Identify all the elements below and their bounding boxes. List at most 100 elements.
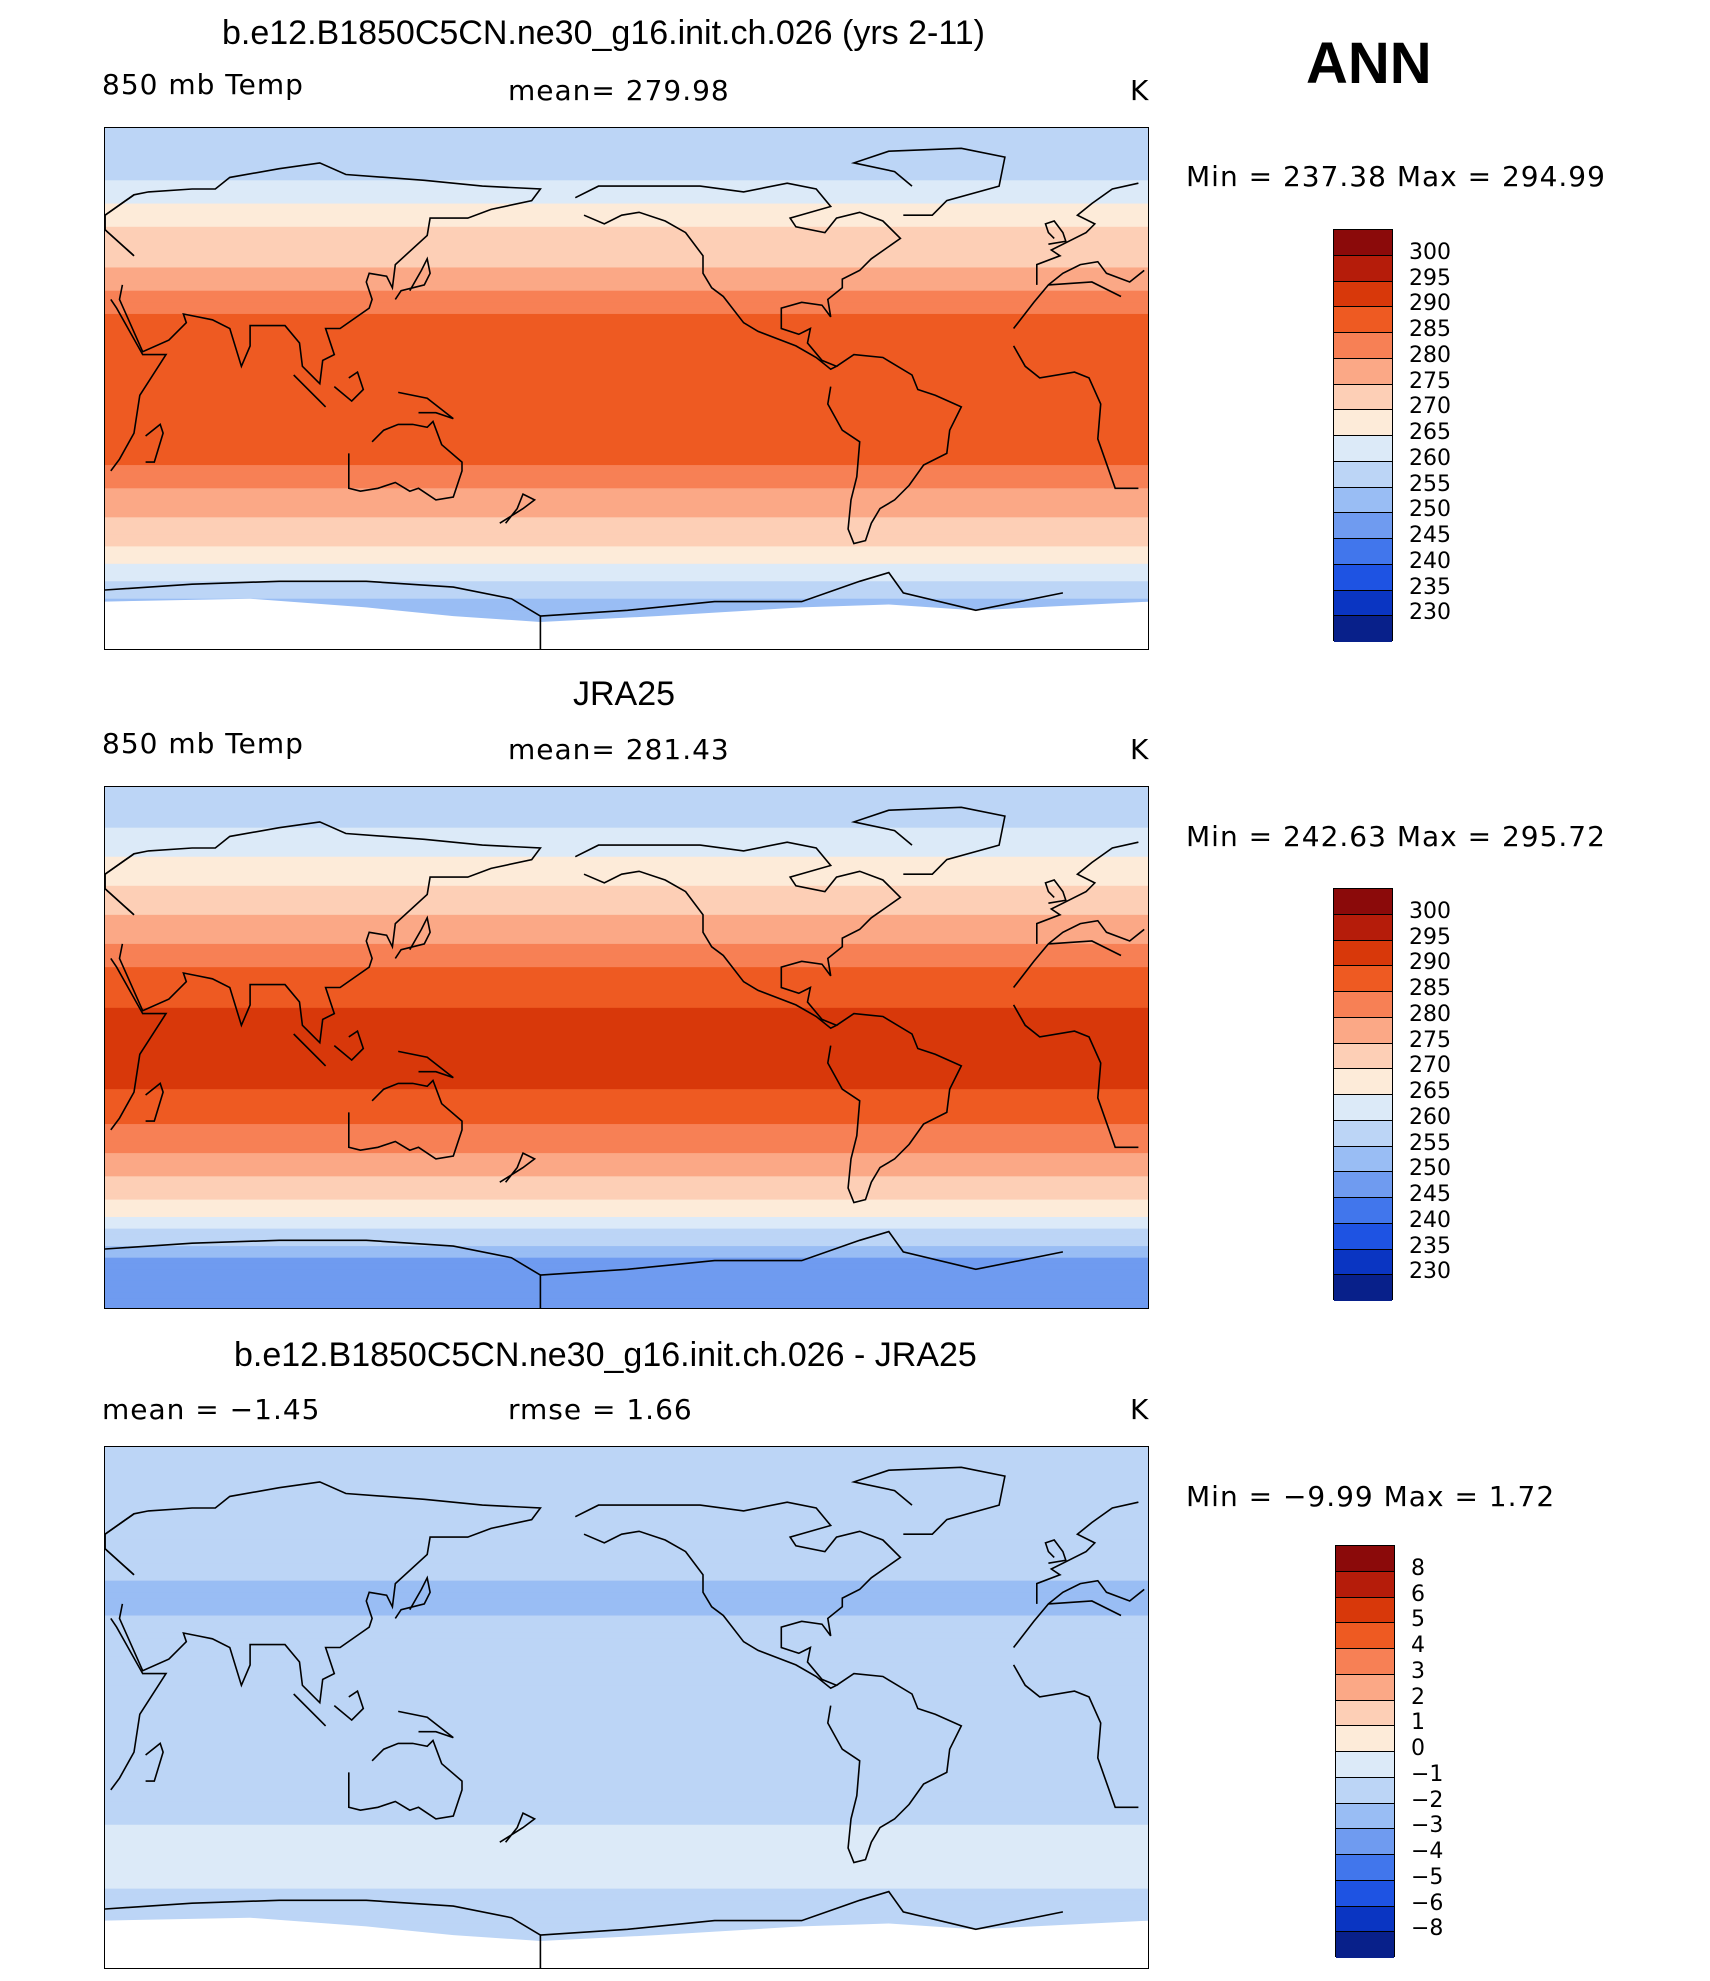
contour-band [105, 203, 1148, 210]
contour-band [105, 238, 1148, 245]
coastline [398, 391, 454, 420]
coastline [1012, 345, 1139, 490]
colorbar-tick-label: −2 [1411, 1787, 1444, 1813]
colorbar-tick-label: 230 [1409, 1259, 1451, 1285]
colorbar-tick-label: −6 [1411, 1890, 1444, 1916]
contour-band [105, 938, 1148, 945]
contour-band [105, 1929, 1148, 1936]
contour-band [105, 943, 1148, 951]
contour-band [105, 1031, 1148, 1038]
contour-band [105, 296, 1148, 303]
panel3-minmax-label: Min = −9.99 Max = 1.72 [1186, 1480, 1556, 1513]
contour-band [105, 499, 1148, 507]
coastline [394, 256, 431, 300]
contour-band [105, 226, 1148, 234]
contour-band [105, 1100, 1148, 1108]
colorbar-swatch [1334, 436, 1392, 462]
contour-band [105, 523, 1148, 530]
colorbar-tick-label: 255 [1409, 1130, 1451, 1156]
coastline [1035, 182, 1139, 285]
panel2-colorbar [1333, 888, 1393, 1301]
contour-band [105, 868, 1148, 875]
map-canvas [105, 1447, 1148, 1968]
contour-band [105, 1580, 1148, 1588]
colorbar-swatch [1336, 1906, 1394, 1933]
coastline [540, 571, 1064, 617]
colorbar-swatch [1336, 1777, 1394, 1804]
contour-band [105, 389, 1148, 396]
contour-band [105, 1691, 1148, 1698]
contour-band [105, 1563, 1148, 1570]
contour-band [105, 1217, 1148, 1224]
colorbar-tick-label: 230 [1409, 600, 1451, 626]
contour-band [105, 897, 1148, 904]
contour-band [105, 1598, 1148, 1605]
contour-band [105, 1853, 1148, 1861]
contour-band [105, 151, 1148, 158]
coastline [499, 1151, 537, 1183]
contour-band [105, 1199, 1148, 1206]
contour-band [105, 1865, 1148, 1872]
contour-band [105, 215, 1148, 222]
contour-band [105, 418, 1148, 425]
contour-band [105, 1054, 1148, 1061]
contour-band [105, 1060, 1148, 1067]
colorbar-tick-label: 0 [1411, 1736, 1425, 1761]
contour-band [105, 250, 1148, 257]
contour-band [105, 1569, 1148, 1576]
contour-band [105, 1298, 1148, 1305]
contour-band [105, 162, 1148, 170]
coastline [110, 957, 168, 1131]
contour-band [105, 1911, 1148, 1919]
contour-band [105, 961, 1148, 968]
colorbar-swatch [1334, 333, 1392, 359]
colorbar-swatch [1334, 539, 1392, 565]
contour-band [105, 1094, 1148, 1102]
coastline [499, 492, 537, 524]
colorbar-swatch [1334, 513, 1392, 539]
contour-band [105, 1836, 1148, 1843]
coastline [850, 1466, 1006, 1535]
panel1-mean-label: mean= 279.98 [508, 74, 730, 107]
colorbar-swatch [1334, 461, 1392, 488]
contour-band [105, 1447, 1148, 1454]
coastline [333, 370, 365, 403]
contour-band [105, 1176, 1148, 1183]
colorbar-swatch [1334, 940, 1392, 967]
contour-band [105, 453, 1148, 460]
colorbar-swatch [1334, 1223, 1392, 1250]
contour-band [105, 348, 1148, 356]
contour-band [105, 1923, 1148, 1930]
contour-band [105, 1696, 1148, 1704]
colorbar-swatch [1334, 1146, 1392, 1173]
contour-band [105, 1888, 1148, 1896]
contour-band [105, 1673, 1148, 1681]
contour-band [105, 1627, 1148, 1634]
colorbar-swatch [1336, 1674, 1394, 1701]
colorbar-swatch [1336, 1829, 1394, 1855]
contour-band [105, 1077, 1148, 1084]
colorbar-tick-label: 270 [1409, 1053, 1451, 1079]
contour-band [105, 932, 1148, 939]
contour-band [105, 1894, 1148, 1901]
contour-band [105, 401, 1148, 408]
contour-band [105, 1662, 1148, 1669]
contour-band [105, 1118, 1148, 1125]
panel1-units-label: K [1130, 74, 1150, 107]
coastline [1047, 1579, 1145, 1605]
contour-band [105, 517, 1148, 524]
colorbar-tick-label: 3 [1411, 1658, 1425, 1684]
panel3-map [104, 1446, 1149, 1969]
contour-band [105, 604, 1148, 611]
contour-band [105, 984, 1148, 991]
colorbar-swatch [1334, 384, 1392, 411]
contour-band [105, 313, 1148, 321]
contour-band [105, 1778, 1148, 1785]
contour-band [105, 1187, 1148, 1195]
coastline [293, 374, 327, 408]
colorbar-tick-label: 245 [1409, 1182, 1451, 1207]
contour-band [105, 267, 1148, 274]
colorbar-tick-label: 285 [1409, 976, 1451, 1001]
contour-band [105, 273, 1148, 280]
colorbar-swatch [1336, 1700, 1394, 1727]
